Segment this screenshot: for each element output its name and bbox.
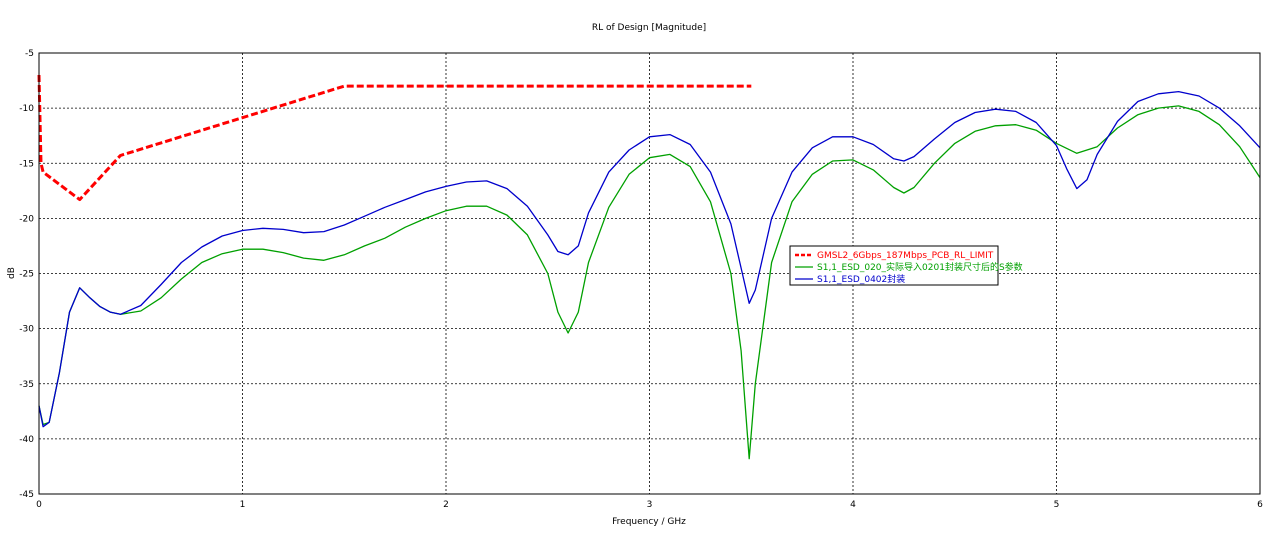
y-tick-label: -40 (19, 435, 34, 445)
x-tick-label: 4 (850, 500, 856, 510)
y-tick-label: -20 (19, 214, 34, 224)
y-tick-label: -5 (25, 49, 34, 59)
plot-frame (38, 52, 1261, 495)
chart-title: RL of Design [Magnitude] (592, 23, 706, 33)
x-tick-label: 3 (647, 500, 653, 510)
x-tick-label: 1 (240, 500, 246, 510)
legend-label: GMSL2_6Gbps_187Mbps_PCB_RL_LIMIT (817, 251, 994, 261)
y-axis-label: dB (7, 267, 17, 279)
y-axis: -5 -10 -15 -20 -25 -30 -35 -40 -45 (19, 49, 34, 500)
legend-box (789, 245, 999, 286)
legend-label: S1,1_ESD_0402封装 (817, 273, 905, 285)
series-layer (37, 74, 1261, 460)
series-line-2 (38, 90, 1261, 428)
series-line-1 (38, 105, 1261, 460)
y-tick-label: -35 (19, 380, 34, 390)
y-tick-label: -15 (19, 159, 34, 169)
y-tick-label: -10 (19, 104, 34, 114)
y-tick-label: -25 (19, 270, 34, 280)
x-tick-label: 6 (1257, 500, 1263, 510)
x-axis: 0 1 2 3 4 5 6 (36, 500, 1263, 510)
y-tick-label: -30 (19, 325, 34, 335)
series-line-0 (37, 74, 752, 202)
legend-label: S1,1_ESD_020_实际导入0201封装尺寸后的S参数 (817, 261, 1023, 273)
x-tick-label: 0 (36, 500, 42, 510)
y-tick-label: -45 (19, 490, 34, 500)
legend: GMSL2_6Gbps_187Mbps_PCB_RL_LIMITS1,1_ESD… (789, 245, 1023, 286)
grid (39, 53, 1260, 494)
x-axis-label: Frequency / GHz (612, 517, 686, 527)
x-tick-label: 5 (1054, 500, 1060, 510)
x-tick-label: 2 (443, 500, 449, 510)
